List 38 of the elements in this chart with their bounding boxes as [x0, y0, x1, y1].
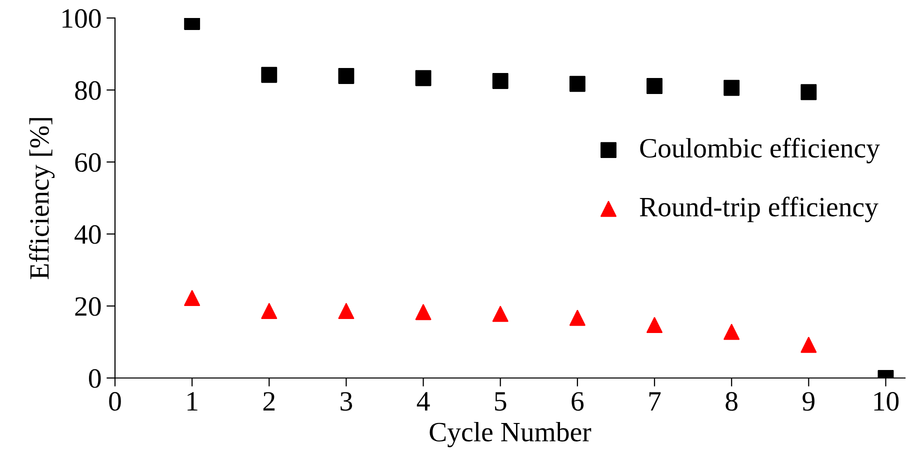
x-tick-label: 5	[495, 392, 506, 411]
x-tick-label: 2	[263, 392, 275, 410]
point	[415, 304, 432, 320]
y-tick-label: 0	[88, 369, 101, 388]
y-tick-label: 40	[74, 225, 101, 244]
x-tick-label: 4	[416, 392, 430, 410]
point	[724, 80, 740, 96]
y-tick-label: 100	[62, 9, 101, 28]
point	[724, 324, 740, 340]
point	[569, 76, 586, 92]
x-tick-label: 6	[572, 392, 584, 411]
point	[261, 303, 278, 320]
x-tick-label: 0	[109, 392, 121, 411]
point	[338, 303, 354, 320]
point	[184, 290, 200, 306]
point	[646, 78, 662, 94]
legend-label: Coulombic efficiency	[640, 138, 880, 164]
point	[569, 310, 586, 326]
x-tick-label: 10	[874, 392, 899, 411]
x-tick-label: 8	[726, 392, 738, 411]
x-tick-label: 1	[188, 392, 198, 410]
x-tick-label: 7	[649, 392, 661, 410]
point	[492, 73, 508, 89]
y-axis-title: Efficiency [%]	[29, 118, 55, 280]
x-tick-label: 3	[340, 392, 352, 411]
y-tick-label: 20	[75, 297, 101, 316]
y-tick-label: 60	[75, 153, 101, 172]
point	[338, 68, 354, 84]
y-tick-label: 80	[75, 81, 101, 100]
x-tick-label: 9	[802, 392, 814, 411]
x-axis-title: Cycle Number	[430, 422, 592, 448]
point	[646, 317, 662, 334]
point	[800, 336, 817, 353]
point	[415, 70, 432, 86]
point	[800, 84, 817, 100]
legend-label: Round-trip efficiency	[640, 196, 878, 222]
point	[261, 66, 278, 83]
point	[492, 306, 508, 322]
